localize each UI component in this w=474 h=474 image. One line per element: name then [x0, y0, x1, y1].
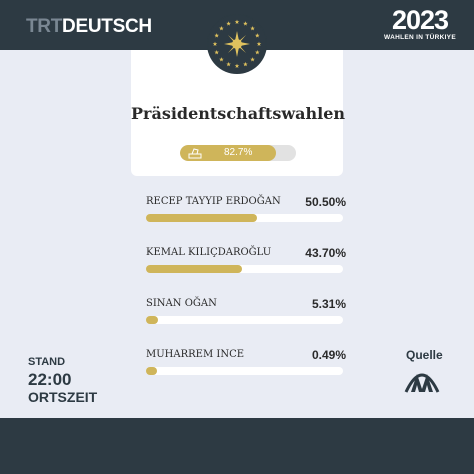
candidate-bar [146, 367, 343, 375]
candidate-name: RECEP TAYYIP ERDOĞAN [146, 196, 281, 207]
seal-star [234, 19, 240, 24]
seal-star [234, 63, 240, 68]
candidate-percent: 5.31% [311, 297, 346, 311]
card-title: Präsidentschaftswahlen [131, 104, 345, 123]
seal-star [212, 41, 218, 46]
stand-label: STAND [28, 356, 66, 368]
candidate-row: SINAN OĞAN 5.31% [146, 297, 346, 338]
stand-time: 22:00 [28, 370, 72, 389]
election-2023-logo: 2023 WAHLEN IN TÜRKIYE [380, 6, 460, 46]
candidate-bar-fill [146, 265, 243, 273]
seal-star [243, 21, 248, 26]
election-subtitle: WAHLEN IN TÜRKIYE [384, 34, 456, 41]
candidate-percent: 50.50% [305, 195, 346, 209]
seal-star [214, 33, 219, 38]
ballot-box-icon [188, 148, 202, 159]
brand-suffix: DEUTSCH [62, 16, 152, 37]
turnout-bar: 82.7% [180, 145, 296, 161]
seal-star [226, 61, 231, 67]
seal-star [250, 26, 255, 31]
seal-star [226, 21, 231, 26]
bottom-bar [0, 418, 474, 474]
candidate-bar-fill [146, 367, 157, 375]
candidate-row: RECEP TAYYIP ERDOĞAN 50.50% [146, 195, 346, 236]
stand-zone: ORTSZEIT [28, 389, 98, 405]
candidate-bar [146, 265, 343, 273]
seal-star [255, 33, 260, 38]
candidate-percent: 0.49% [311, 348, 346, 362]
candidate-bar-fill [146, 316, 158, 324]
seal-star [256, 41, 262, 46]
candidate-bar [146, 214, 343, 222]
candidate-row: MUHARREM INCE 0.49% [146, 348, 346, 389]
candidate-bar-fill [146, 214, 258, 222]
seal-star [214, 50, 219, 55]
candidate-name: SINAN OĞAN [146, 298, 217, 309]
anadolu-agency-logo-icon [404, 373, 440, 393]
presidential-seal-icon [207, 14, 267, 74]
trt-deutsch-logo: TRTDEUTSCH [26, 16, 152, 38]
seal-star [219, 57, 224, 62]
candidate-bar [146, 316, 343, 324]
turnout-bar-fill [180, 145, 276, 161]
candidate-name: KEMAL KILIÇDAROĞLU [146, 247, 272, 258]
seal-star [250, 57, 255, 62]
source-label: Quelle [406, 348, 443, 362]
candidate-row: KEMAL KILIÇDAROĞLU 43.70% [146, 246, 346, 287]
seal-star [255, 50, 260, 55]
election-year: 2023 [391, 5, 449, 35]
turnout-value: 82.7% [224, 147, 253, 158]
stand-time-block: STAND 22:00 ORTSZEIT [28, 356, 98, 405]
seal-star [219, 26, 224, 31]
candidate-name: MUHARREM INCE [146, 349, 245, 360]
seal-star [243, 61, 248, 67]
brand-prefix: TRT [26, 16, 63, 37]
candidate-percent: 43.70% [305, 246, 346, 260]
